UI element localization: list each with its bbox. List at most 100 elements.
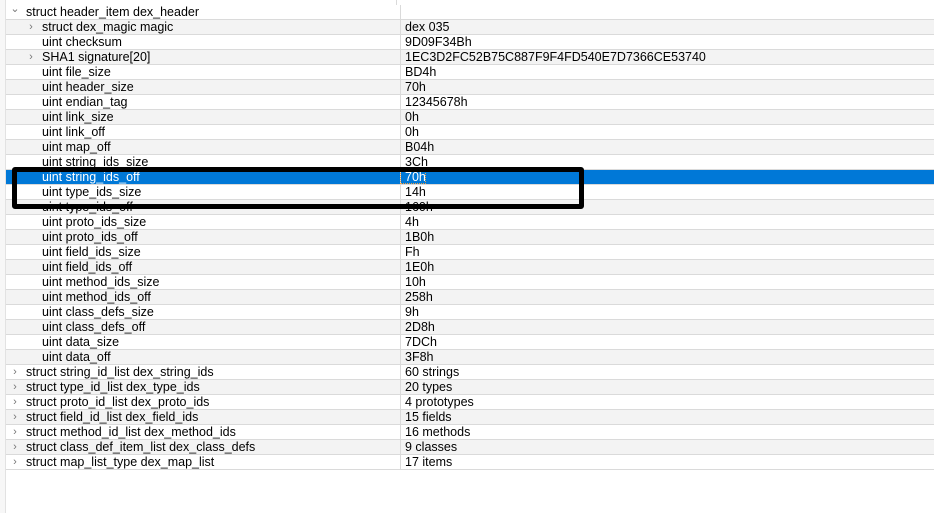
tree-row[interactable]: › struct method_id_list dex_method_ids 16 … bbox=[6, 425, 934, 440]
row-name: uint string_ids_size bbox=[42, 155, 149, 169]
row-value[interactable]: 4 prototypes bbox=[400, 395, 474, 409]
row-name: uint type_ids_off bbox=[42, 200, 133, 214]
row-value[interactable]: 17 items bbox=[400, 455, 452, 469]
row-value[interactable]: 1E0h bbox=[400, 260, 434, 274]
row-name: uint type_ids_size bbox=[42, 185, 142, 199]
tree-row[interactable]: uint map_off B04h bbox=[6, 140, 934, 155]
tree-row[interactable]: uint proto_ids_off 1B0h bbox=[6, 230, 934, 245]
row-value[interactable]: 258h bbox=[400, 290, 433, 304]
tree-row[interactable]: uint proto_ids_size 4h bbox=[6, 215, 934, 230]
chevron-down-icon[interactable]: ⌄ bbox=[10, 3, 20, 15]
tree-row[interactable]: ⌄ struct header_item dex_header bbox=[6, 3, 934, 20]
tree-row[interactable]: › struct class_def_item_list dex_class_de… bbox=[6, 440, 934, 455]
row-value[interactable]: 1EC3D2FC52B75C887F9F4FD540E7D7366CE53740 bbox=[400, 50, 706, 64]
tree-row[interactable]: uint method_ids_size 10h bbox=[6, 275, 934, 290]
tree-row[interactable]: uint file_size BD4h bbox=[6, 65, 934, 80]
row-value[interactable]: 60 strings bbox=[400, 365, 459, 379]
row-value[interactable]: 9D09F34Bh bbox=[400, 35, 472, 49]
row-name: uint checksum bbox=[42, 35, 122, 49]
row-name: uint proto_ids_off bbox=[42, 230, 138, 244]
row-value[interactable]: 7DCh bbox=[400, 335, 437, 349]
tree-row[interactable]: uint type_ids_off 160h bbox=[6, 200, 934, 215]
row-value[interactable]: Fh bbox=[400, 245, 420, 259]
row-value[interactable]: dex 035 bbox=[400, 20, 449, 34]
tree-row[interactable]: uint type_ids_size 14h bbox=[6, 185, 934, 200]
row-name: struct string_id_list dex_string_ids bbox=[26, 365, 214, 379]
row-name: uint field_ids_off bbox=[42, 260, 133, 274]
row-value[interactable]: 70h bbox=[400, 80, 426, 94]
tree-row[interactable]: › struct map_list_type dex_map_list 17 ite… bbox=[6, 455, 934, 470]
row-value[interactable]: 15 fields bbox=[400, 410, 452, 424]
tree-row[interactable]: uint data_off 3F8h bbox=[6, 350, 934, 365]
chevron-right-icon[interactable]: › bbox=[13, 396, 17, 408]
tree-row[interactable]: uint field_ids_size Fh bbox=[6, 245, 934, 260]
row-name: uint class_defs_size bbox=[42, 305, 154, 319]
row-value[interactable]: 9 classes bbox=[400, 440, 457, 454]
row-name: uint method_ids_off bbox=[42, 290, 151, 304]
row-name: uint class_defs_off bbox=[42, 320, 146, 334]
chevron-right-icon[interactable]: › bbox=[13, 426, 17, 438]
row-value[interactable]: B04h bbox=[400, 140, 434, 154]
tree-row[interactable]: uint string_ids_size 3Ch bbox=[6, 155, 934, 170]
tree-row[interactable]: uint link_size 0h bbox=[6, 110, 934, 125]
row-value[interactable]: 2D8h bbox=[400, 320, 435, 334]
tree-row[interactable]: uint data_size 7DCh bbox=[6, 335, 934, 350]
row-name: struct map_list_type dex_map_list bbox=[26, 455, 215, 469]
row-name: SHA1 signature[20] bbox=[42, 50, 151, 64]
tree-row[interactable]: › struct dex_magic magic dex 035 bbox=[6, 20, 934, 35]
row-name: uint link_off bbox=[42, 125, 106, 139]
row-name: uint method_ids_size bbox=[42, 275, 160, 289]
chevron-right-icon[interactable]: › bbox=[13, 381, 17, 393]
chevron-right-icon[interactable]: › bbox=[13, 456, 17, 468]
row-value[interactable]: 12345678h bbox=[400, 95, 468, 109]
row-name: uint data_size bbox=[42, 335, 120, 349]
row-name: struct proto_id_list dex_proto_ids bbox=[26, 395, 210, 409]
row-value[interactable] bbox=[400, 5, 405, 19]
tree-row[interactable]: › struct proto_id_list dex_proto_ids 4 pro… bbox=[6, 395, 934, 410]
tree-row[interactable]: › struct field_id_list dex_field_ids 15 fi… bbox=[6, 410, 934, 425]
tree-row[interactable]: uint class_defs_off 2D8h bbox=[6, 320, 934, 335]
row-name: struct method_id_list dex_method_ids bbox=[26, 425, 236, 439]
row-value[interactable]: 70h bbox=[400, 170, 426, 184]
row-value[interactable]: 160h bbox=[400, 200, 433, 214]
tree-row-selected[interactable]: uint string_ids_off 70h bbox=[6, 170, 934, 185]
row-value[interactable]: 20 types bbox=[400, 380, 452, 394]
row-value[interactable]: 3Ch bbox=[400, 155, 428, 169]
chevron-right-icon[interactable]: › bbox=[13, 366, 17, 378]
row-value[interactable]: 14h bbox=[400, 185, 426, 199]
tree-row[interactable]: uint method_ids_off 258h bbox=[6, 290, 934, 305]
row-value[interactable]: 0h bbox=[400, 110, 419, 124]
row-name: uint field_ids_size bbox=[42, 245, 141, 259]
chevron-right-icon[interactable]: › bbox=[29, 51, 33, 63]
tree-row[interactable]: uint endian_tag 12345678h bbox=[6, 95, 934, 110]
row-value[interactable]: BD4h bbox=[400, 65, 436, 79]
template-results-tree[interactable]: ⌄ struct header_item dex_header › struct de… bbox=[6, 3, 934, 470]
row-value[interactable]: 0h bbox=[400, 125, 419, 139]
tree-row[interactable]: › struct type_id_list dex_type_ids 20 type… bbox=[6, 380, 934, 395]
tree-row[interactable]: uint header_size 70h bbox=[6, 80, 934, 95]
row-value[interactable]: 1B0h bbox=[400, 230, 434, 244]
row-value[interactable]: 3F8h bbox=[400, 350, 434, 364]
row-value[interactable]: 9h bbox=[400, 305, 419, 319]
chevron-right-icon[interactable]: › bbox=[13, 411, 17, 423]
row-name: struct dex_magic magic bbox=[42, 20, 174, 34]
row-name: struct class_def_item_list dex_class_def… bbox=[26, 440, 256, 454]
row-name: uint string_ids_off bbox=[42, 170, 140, 184]
row-name: struct field_id_list dex_field_ids bbox=[26, 410, 199, 424]
column-divider bbox=[396, 0, 397, 5]
row-name: uint link_size bbox=[42, 110, 114, 124]
chevron-right-icon[interactable]: › bbox=[29, 21, 33, 33]
chevron-right-icon[interactable]: › bbox=[13, 441, 17, 453]
row-value[interactable]: 4h bbox=[400, 215, 419, 229]
row-name: uint header_size bbox=[42, 80, 134, 94]
row-value[interactable]: 10h bbox=[400, 275, 426, 289]
row-value[interactable]: 16 methods bbox=[400, 425, 470, 439]
tree-row[interactable]: uint class_defs_size 9h bbox=[6, 305, 934, 320]
row-name: uint endian_tag bbox=[42, 95, 128, 109]
tree-row[interactable]: › SHA1 signature[20] 1EC3D2FC52B75C887F9F4… bbox=[6, 50, 934, 65]
tree-row[interactable]: uint field_ids_off 1E0h bbox=[6, 260, 934, 275]
row-name: uint data_off bbox=[42, 350, 111, 364]
tree-row[interactable]: › struct string_id_list dex_string_ids 60 … bbox=[6, 365, 934, 380]
tree-row[interactable]: uint link_off 0h bbox=[6, 125, 934, 140]
tree-row[interactable]: uint checksum 9D09F34Bh bbox=[6, 35, 934, 50]
